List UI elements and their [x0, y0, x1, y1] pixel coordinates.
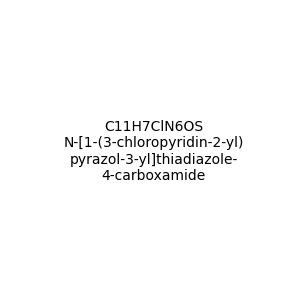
Text: C11H7ClN6OS
N-[1-(3-chloropyridin-2-yl)
pyrazol-3-yl]thiadiazole-
4-carboxamide: C11H7ClN6OS N-[1-(3-chloropyridin-2-yl) … — [64, 120, 244, 183]
